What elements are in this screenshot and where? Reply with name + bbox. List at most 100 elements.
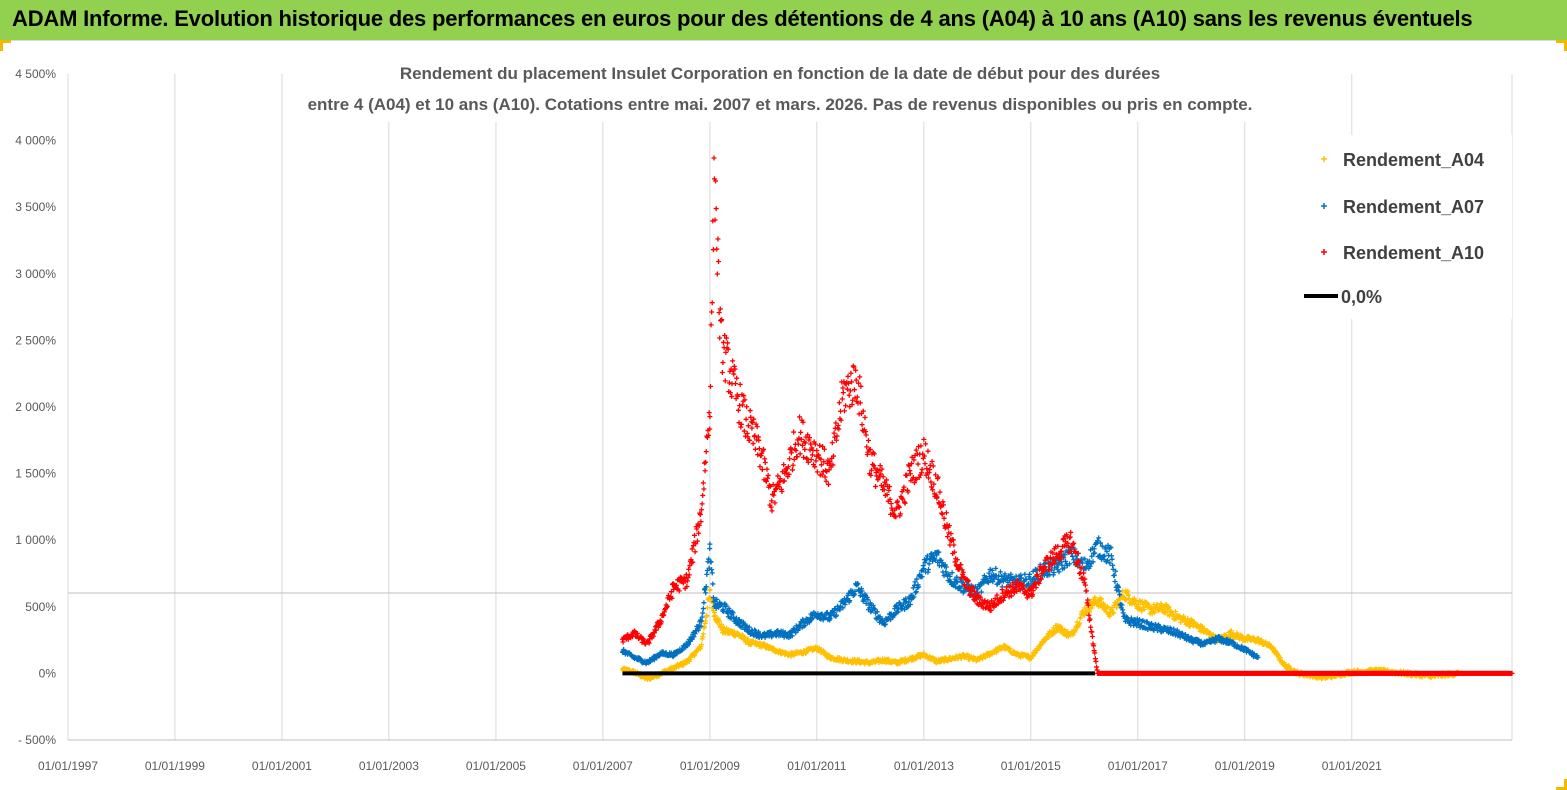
data-point	[1097, 552, 1103, 558]
data-point	[1081, 570, 1087, 576]
data-point	[794, 454, 800, 460]
data-point	[954, 574, 960, 580]
data-point	[943, 564, 949, 570]
data-point	[857, 374, 863, 380]
data-point	[935, 559, 941, 565]
data-point	[686, 641, 692, 647]
data-point	[741, 393, 747, 399]
data-point	[1049, 561, 1055, 567]
legend-swatch	[1321, 249, 1327, 255]
data-point	[700, 610, 706, 616]
series-Rendement_A10	[619, 155, 1515, 676]
data-point	[745, 434, 751, 440]
data-point	[716, 310, 722, 316]
data-point	[798, 429, 804, 435]
data-point	[1113, 568, 1119, 574]
data-point	[1109, 556, 1115, 562]
data-point	[735, 393, 741, 399]
data-point	[820, 444, 826, 450]
data-point	[676, 588, 682, 594]
y-tick-label: 4 500%	[15, 67, 56, 81]
data-point	[1082, 582, 1088, 588]
data-point	[926, 561, 932, 567]
data-point	[944, 522, 950, 528]
data-point	[924, 553, 930, 559]
data-point	[791, 429, 797, 435]
data-point	[854, 394, 860, 400]
data-point	[935, 474, 941, 480]
data-point	[1075, 550, 1081, 556]
x-tick-label: 01/01/2013	[894, 759, 954, 773]
data-point	[1089, 553, 1095, 559]
data-point	[844, 386, 850, 392]
data-point	[753, 421, 759, 427]
data-point	[1105, 603, 1110, 609]
data-point	[848, 370, 854, 376]
data-point	[744, 404, 750, 410]
data-point	[809, 452, 815, 458]
data-point	[830, 462, 836, 468]
data-point	[707, 383, 713, 389]
legend: Rendement_A04 Rendement_A07 Rendement_A10 0…	[1290, 135, 1512, 319]
data-point	[943, 510, 949, 516]
data-point	[1255, 654, 1261, 660]
data-point	[729, 394, 735, 400]
data-point	[977, 594, 983, 600]
data-point	[686, 566, 692, 572]
data-point	[830, 453, 836, 459]
x-tick-label: 01/01/2017	[1108, 759, 1168, 773]
data-point	[822, 474, 828, 480]
data-point	[859, 422, 865, 428]
data-point	[1152, 610, 1158, 616]
data-point	[768, 483, 774, 489]
data-point	[1076, 559, 1082, 565]
data-point	[658, 619, 664, 625]
data-point	[756, 629, 762, 635]
data-point	[1111, 610, 1117, 616]
data-point	[1108, 545, 1114, 551]
corner-accent-top-right	[1556, 40, 1567, 51]
data-point	[694, 538, 700, 544]
data-point	[930, 558, 936, 564]
data-point	[1095, 538, 1101, 544]
data-point	[741, 428, 747, 434]
data-point	[797, 414, 803, 420]
data-point	[802, 440, 808, 446]
data-point	[1058, 548, 1064, 554]
data-point	[781, 478, 787, 484]
data-point	[707, 541, 713, 547]
data-point	[913, 589, 919, 595]
data-point	[754, 424, 760, 430]
data-point	[713, 206, 719, 212]
data-point	[756, 446, 762, 452]
data-point	[849, 402, 855, 408]
data-point	[1047, 566, 1053, 572]
data-point	[1111, 572, 1117, 578]
data-point	[808, 457, 814, 463]
data-point	[805, 432, 811, 438]
data-point	[692, 532, 698, 538]
y-tick-label: - 500%	[18, 733, 56, 747]
data-point	[1091, 546, 1097, 552]
data-point	[1033, 585, 1039, 591]
data-point	[800, 419, 806, 425]
data-point	[760, 446, 766, 452]
data-point	[722, 333, 728, 339]
data-point	[1068, 529, 1074, 535]
data-point	[812, 441, 818, 447]
data-point	[1085, 602, 1091, 608]
data-point	[1125, 588, 1131, 594]
data-point	[884, 477, 890, 483]
data-point	[692, 549, 698, 555]
data-point	[1051, 570, 1057, 576]
data-point	[813, 458, 819, 464]
data-point	[1018, 575, 1024, 581]
data-point	[1119, 602, 1125, 608]
data-point	[896, 504, 902, 510]
x-tick-label: 01/01/2019	[1215, 759, 1275, 773]
data-point	[1052, 560, 1058, 566]
y-tick-label: 2 500%	[15, 333, 56, 347]
data-point	[1087, 616, 1093, 622]
data-point	[826, 467, 832, 473]
data-point	[1050, 550, 1056, 556]
